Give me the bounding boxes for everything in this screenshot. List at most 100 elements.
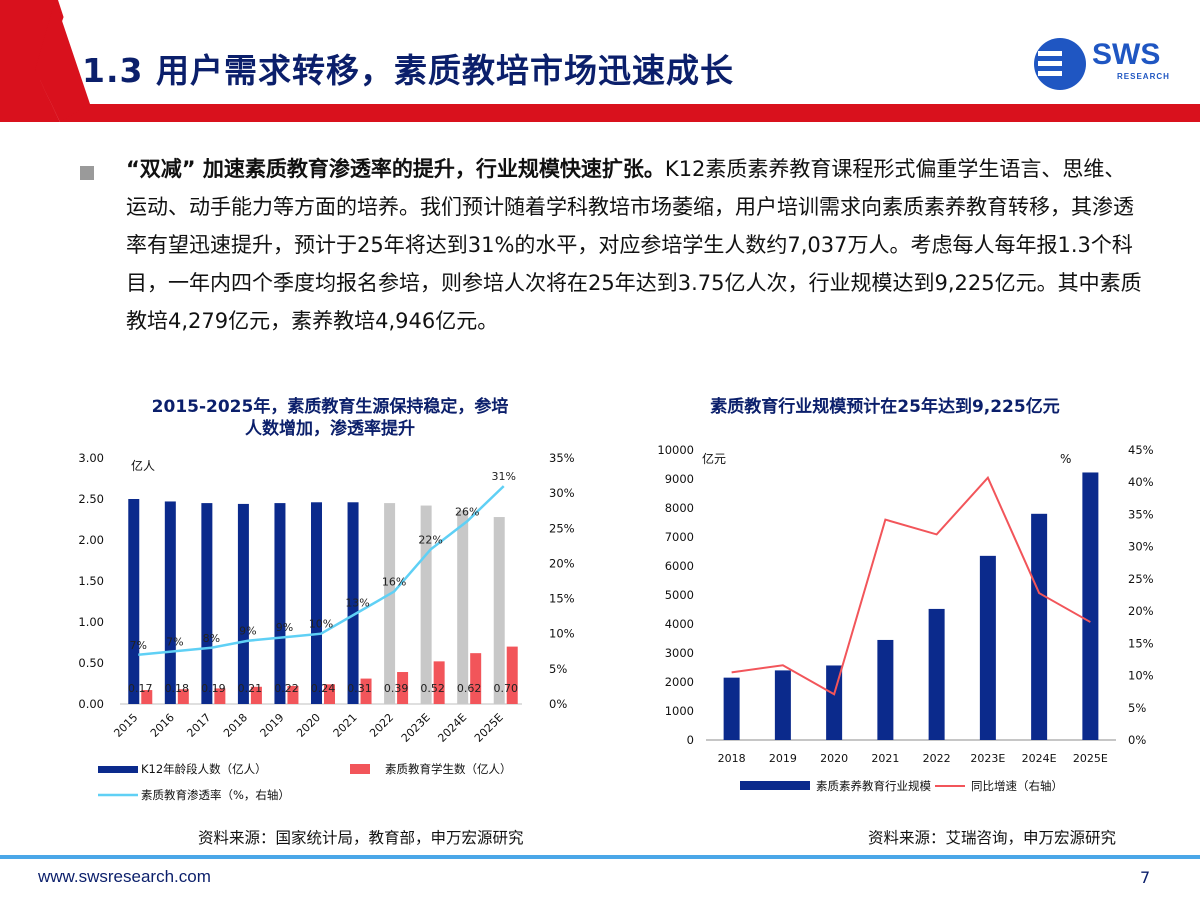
quality-edu-bar-label: 0.52 bbox=[420, 682, 445, 695]
left-tick-label: 1000 bbox=[665, 704, 694, 718]
x-tick-label: 2022 bbox=[367, 711, 396, 740]
right-tick-label: 25% bbox=[1128, 572, 1154, 586]
left-tick-label: 0 bbox=[687, 733, 694, 747]
penetration-point-label: 16% bbox=[382, 576, 406, 589]
industry-size-bar bbox=[774, 670, 791, 740]
x-tick-label: 2024E bbox=[435, 711, 469, 745]
right-axis-unit: % bbox=[1060, 452, 1071, 466]
logo-subtext: RESEARCH bbox=[1117, 72, 1170, 81]
industry-size-bar bbox=[723, 677, 740, 740]
penetration-point-label: 22% bbox=[418, 533, 442, 546]
penetration-point-label: 7% bbox=[166, 635, 183, 648]
bullet-square-icon bbox=[80, 166, 94, 180]
quality-edu-bar bbox=[177, 689, 189, 704]
legend-quality-swatch bbox=[350, 764, 370, 774]
penetration-point-label: 31% bbox=[492, 470, 516, 483]
quality-edu-bar bbox=[506, 646, 518, 704]
quality-edu-bar bbox=[214, 688, 226, 704]
right-tick-label: 0% bbox=[1128, 733, 1146, 747]
chart1-title: 2015-2025年，素质教育生源保持稳定，参培 人数增加，渗透率提升 bbox=[95, 396, 565, 440]
sws-logo-icon bbox=[1034, 38, 1086, 90]
right-tick-label: 15% bbox=[1128, 636, 1154, 650]
left-axis-unit: 亿人 bbox=[131, 458, 155, 473]
quality-edu-bar bbox=[287, 685, 299, 704]
legend-quality-label: 素质教育学生数（亿人） bbox=[385, 762, 512, 776]
x-tick-label: 2020 bbox=[294, 711, 323, 740]
page-title: 1.3 用户需求转移，素质教培市场迅速成长 bbox=[82, 51, 734, 90]
legend-size-swatch bbox=[740, 781, 810, 790]
footer-divider bbox=[0, 855, 1200, 859]
x-tick-label: 2015 bbox=[111, 711, 140, 740]
penetration-point-label: 9% bbox=[239, 625, 256, 638]
left-tick-label: 0.50 bbox=[78, 656, 104, 670]
right-tick-label: 30% bbox=[549, 486, 575, 500]
quality-edu-bar-label: 0.17 bbox=[128, 682, 153, 695]
k12-bar bbox=[274, 503, 286, 704]
quality-edu-bar-label: 0.70 bbox=[493, 682, 518, 695]
quality-edu-bar bbox=[433, 661, 445, 704]
left-axis-unit: 亿元 bbox=[702, 451, 726, 466]
quality-edu-bar bbox=[360, 678, 372, 704]
industry-size-bar bbox=[1031, 513, 1048, 740]
penetration-line bbox=[138, 485, 505, 657]
chart1-svg: 0.00 0.50 1.00 1.50 2.00 2.50 3.00 0% 5% 10% 15% 20… bbox=[78, 451, 575, 802]
quality-edu-bar-label: 0.31 bbox=[347, 682, 372, 695]
x-tick-label: 2021 bbox=[331, 711, 360, 740]
chart1-title-line2: 人数增加，渗透率提升 bbox=[245, 419, 415, 439]
legend-penetration-label: 素质教育渗透率（%，右轴） bbox=[141, 788, 290, 802]
penetration-point-label: 9% bbox=[276, 621, 293, 634]
quality-edu-bar-label: 0.21 bbox=[238, 682, 263, 695]
logo-text: SWS bbox=[1092, 38, 1161, 71]
x-tick-label: 2018 bbox=[718, 752, 746, 765]
right-tick-label: 35% bbox=[1128, 507, 1154, 521]
quality-edu-bar-label: 0.62 bbox=[457, 682, 482, 695]
industry-size-bar bbox=[928, 608, 945, 740]
industry-size-bar bbox=[877, 639, 894, 740]
left-tick-label: 6000 bbox=[665, 559, 694, 573]
left-tick-label: 4000 bbox=[665, 617, 694, 631]
left-tick-label: 1.00 bbox=[78, 615, 104, 629]
x-tick-label: 2019 bbox=[258, 711, 287, 740]
k12-bar bbox=[420, 505, 432, 704]
chart2-title: 素质教育行业规模预计在25年达到9,225亿元 bbox=[710, 397, 1060, 417]
k12-bar bbox=[201, 503, 213, 704]
paragraph-lead: “双减” 加速素质教育渗透率的提升，行业规模快速扩张。 bbox=[126, 157, 665, 181]
quality-edu-bar-label: 0.39 bbox=[384, 682, 409, 695]
quality-edu-bar-label: 0.22 bbox=[274, 682, 299, 695]
k12-bar bbox=[347, 502, 359, 704]
footer-url: www.swsresearch.com bbox=[38, 867, 211, 886]
industry-size-bar bbox=[979, 555, 996, 740]
right-tick-label: 30% bbox=[1128, 540, 1154, 554]
k12-bar bbox=[164, 501, 176, 704]
body-paragraph: “双减” 加速素质教育渗透率的提升，行业规模快速扩张。K12素质素养教育课程形式… bbox=[126, 150, 1146, 340]
right-tick-label: 10% bbox=[1128, 669, 1154, 683]
x-tick-label: 2023E bbox=[970, 752, 1005, 765]
penetration-point-label: 26% bbox=[455, 505, 479, 518]
chart1-title-line1: 2015-2025年，素质教育生源保持稳定，参培 bbox=[151, 397, 509, 417]
quality-edu-bar bbox=[470, 653, 482, 704]
x-tick-label: 2025E bbox=[472, 711, 506, 745]
paragraph-text: K12素质素养教育课程形式偏重学生语言、思维、运动、动手能力等方面的培养。我们预… bbox=[126, 157, 1142, 333]
left-tick-label: 8000 bbox=[665, 501, 694, 515]
k12-bar bbox=[457, 510, 469, 704]
legend-k12-label: K12年龄段人数（亿人） bbox=[141, 762, 267, 776]
chart2-svg: 0 1000 2000 3000 4000 5000 6000 7000 8000 9000 100… bbox=[657, 443, 1154, 793]
penetration-point-label: 8% bbox=[203, 632, 220, 645]
x-tick-label: 2018 bbox=[221, 711, 250, 740]
k12-bar bbox=[128, 499, 140, 704]
right-tick-label: 35% bbox=[549, 451, 575, 465]
penetration-point-label: 10% bbox=[309, 618, 333, 631]
left-tick-label: 2.50 bbox=[78, 492, 104, 506]
k12-bar bbox=[237, 503, 249, 704]
penetration-point-label: 7% bbox=[130, 639, 147, 652]
right-tick-label: 20% bbox=[549, 556, 575, 570]
legend-k12-swatch bbox=[98, 766, 138, 773]
legend-size-label: 素质素养教育行业规模 bbox=[816, 779, 931, 793]
x-tick-label: 2025E bbox=[1073, 752, 1108, 765]
quality-edu-bar-label: 0.18 bbox=[165, 682, 190, 695]
k12-bar bbox=[384, 503, 396, 704]
x-tick-label: 2022 bbox=[923, 752, 951, 765]
x-tick-label: 2019 bbox=[769, 752, 797, 765]
k12-bar bbox=[311, 502, 322, 704]
left-tick-label: 3.00 bbox=[78, 451, 104, 465]
